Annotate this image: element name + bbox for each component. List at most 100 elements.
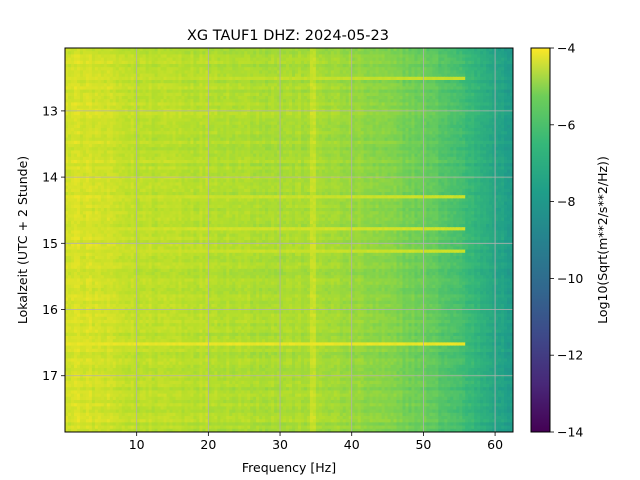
heatmap-cell xyxy=(456,60,460,65)
heatmap-cell xyxy=(259,51,263,55)
heatmap-cell xyxy=(387,48,392,52)
heatmap-cell xyxy=(247,48,251,52)
heatmap-cell xyxy=(381,51,386,55)
heatmap-cell xyxy=(280,67,284,71)
heatmap-cell xyxy=(348,54,353,59)
heatmap-cell xyxy=(408,57,413,62)
heatmap-cell xyxy=(91,57,96,62)
heatmap-cell xyxy=(223,57,227,62)
heatmap-cell xyxy=(366,64,371,68)
heatmap-cell xyxy=(459,54,463,59)
heatmap-cell xyxy=(112,60,117,65)
heatmap-cell xyxy=(330,60,335,65)
heatmap-cell xyxy=(127,67,132,71)
heatmap-cell xyxy=(474,48,478,52)
heatmap-cell xyxy=(274,54,278,59)
heatmap-cell xyxy=(199,51,203,55)
heatmap-cell xyxy=(405,54,410,59)
heatmap-cell xyxy=(432,57,436,62)
heatmap-cell xyxy=(303,60,308,65)
heatmap-cell xyxy=(181,57,186,62)
heatmap-cell xyxy=(450,54,454,59)
heatmap-cell xyxy=(145,51,150,55)
heatmap-cell xyxy=(441,48,445,52)
heatmap-cell xyxy=(109,54,114,59)
heatmap-cell xyxy=(312,57,317,62)
heatmap-cell xyxy=(471,54,475,59)
heatmap-cell xyxy=(124,54,129,59)
heatmap-cell xyxy=(226,54,230,59)
heatmap-cell xyxy=(112,48,117,52)
heatmap-cell xyxy=(148,60,153,65)
heatmap-cell xyxy=(432,48,436,52)
heatmap-cell xyxy=(507,57,511,62)
heatmap-cell xyxy=(280,54,284,59)
heatmap-cell xyxy=(187,67,192,71)
heatmap-cell xyxy=(447,51,451,55)
heatmap-cell xyxy=(103,64,108,68)
heatmap-cell xyxy=(250,67,254,71)
heatmap-cell xyxy=(342,60,347,65)
heatmap-cell xyxy=(471,51,475,55)
heatmap-cell xyxy=(447,54,451,59)
heatmap-cell xyxy=(336,54,341,59)
heatmap-cell xyxy=(85,64,90,68)
heatmap-cell xyxy=(456,64,460,68)
heatmap-cell xyxy=(151,57,156,62)
heatmap-cell xyxy=(220,60,224,65)
heatmap-cell xyxy=(360,67,365,71)
heatmap-cell xyxy=(360,48,365,52)
heatmap-cell xyxy=(124,48,129,52)
heatmap-cell xyxy=(495,60,499,65)
heatmap-cell xyxy=(226,51,230,55)
heatmap-cell xyxy=(232,67,236,71)
heatmap-cell xyxy=(480,64,484,68)
heatmap-cell xyxy=(429,60,433,65)
heatmap-cell xyxy=(378,54,383,59)
heatmap-cell xyxy=(175,54,180,59)
heatmap-cell xyxy=(109,51,114,55)
heatmap-cell xyxy=(286,54,290,59)
heatmap-cell xyxy=(354,67,359,71)
heatmap-cell xyxy=(67,67,72,71)
heatmap-cell xyxy=(465,57,469,62)
heatmap-cell xyxy=(393,64,398,68)
heatmap-cell xyxy=(208,64,212,68)
heatmap-cell xyxy=(492,57,496,62)
heatmap-cell xyxy=(465,48,469,52)
heatmap-cell xyxy=(291,51,296,55)
heatmap-cell xyxy=(283,64,287,68)
heatmap-cell xyxy=(465,64,469,68)
heatmap-cell xyxy=(172,51,177,55)
heatmap-cell xyxy=(65,60,69,65)
heatmap-cell xyxy=(208,57,212,62)
heatmap-cell xyxy=(184,48,189,52)
heatmap-cell xyxy=(507,64,511,68)
heatmap-cell xyxy=(417,54,422,59)
heatmap-cell xyxy=(235,51,239,55)
heatmap-cell xyxy=(85,60,90,65)
heatmap-cell xyxy=(462,60,466,65)
heatmap-cell xyxy=(318,54,323,59)
heatmap-cell xyxy=(354,60,359,65)
heatmap-cell xyxy=(429,57,433,62)
heatmap-cell xyxy=(166,64,171,68)
heatmap-cell xyxy=(411,57,416,62)
heatmap-cell xyxy=(136,51,141,55)
heatmap-cell xyxy=(390,54,395,59)
heatmap-cell xyxy=(456,48,460,52)
heatmap-cell xyxy=(309,67,314,71)
heatmap-cell xyxy=(342,67,347,71)
heatmap-cell xyxy=(97,51,102,55)
heatmap-cell xyxy=(256,51,260,55)
heatmap-cell xyxy=(121,67,126,71)
heatmap-cell xyxy=(253,60,257,65)
heatmap-cell xyxy=(94,54,99,59)
heatmap-cell xyxy=(312,48,317,52)
heatmap-cell xyxy=(459,60,463,65)
heatmap-cell xyxy=(241,51,245,55)
heatmap-cell xyxy=(79,54,84,59)
heatmap-cell xyxy=(289,64,293,68)
heatmap-cell xyxy=(73,48,78,52)
heatmap-cell xyxy=(211,51,215,55)
